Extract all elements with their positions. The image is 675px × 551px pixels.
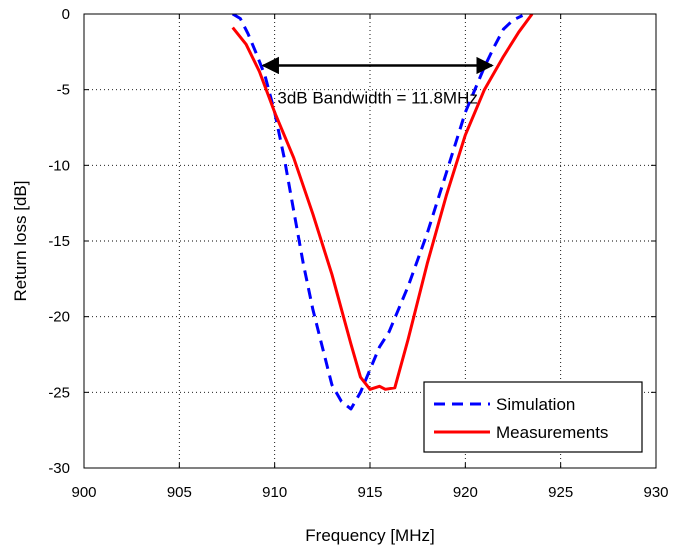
axis-ticks: 900 905 910 915 920 925 930 0 -5 -10 -15 -20 -25 -30 [48, 6, 668, 501]
y-tick-label: -5 [57, 82, 70, 99]
x-tick-label: 905 [167, 484, 192, 501]
series-line-measurements [231, 14, 534, 391]
legend-label-simulation: Simulation [496, 395, 575, 414]
legend: Simulation Measurements [423, 381, 643, 453]
series-layer [231, 14, 534, 411]
annotation-layer: 3dB Bandwidth = 11.8MHz [261, 56, 494, 107]
x-tick-label: 930 [643, 484, 668, 501]
x-tick-label: 910 [262, 484, 287, 501]
bandwidth-annotation-text: 3dB Bandwidth = 11.8MHz [277, 88, 478, 107]
x-tick-label: 925 [548, 484, 573, 501]
x-tick-label: 920 [453, 484, 478, 501]
x-tick-label: 900 [71, 484, 96, 501]
y-tick-label: -30 [48, 460, 70, 477]
x-tick-label: 915 [357, 484, 382, 501]
legend-box [423, 381, 643, 453]
y-axis-label: Return loss [dB] [11, 181, 30, 302]
x-axis-label: Frequency [MHz] [305, 526, 434, 545]
y-tick-label: 0 [62, 6, 70, 23]
y-tick-label: -25 [48, 384, 70, 401]
y-tick-label: -15 [48, 233, 70, 250]
series-line-simulation [231, 14, 524, 411]
y-tick-label: -10 [48, 157, 70, 174]
y-tick-label: -20 [48, 309, 70, 326]
legend-label-measurements: Measurements [496, 423, 608, 442]
